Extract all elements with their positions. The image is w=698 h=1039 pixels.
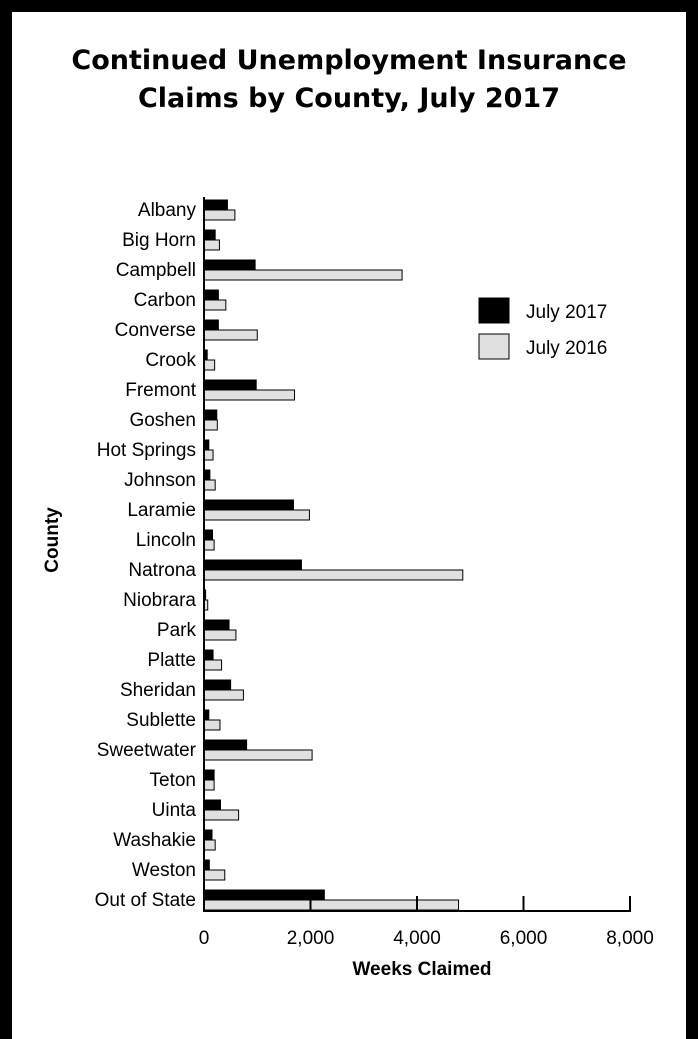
legend-label-series-2: July 2016 bbox=[526, 338, 607, 359]
bar-july-2016-weston bbox=[203, 869, 226, 881]
bar-july-2016-laramie bbox=[203, 509, 310, 521]
bar-july-2016-washakie bbox=[203, 839, 216, 851]
x-axis-ticks: 0 2,000 4,000 6,000 8,000 bbox=[199, 896, 654, 949]
bar-july-2016-converse bbox=[203, 329, 258, 341]
y-tick-label-platte: Platte bbox=[147, 650, 196, 671]
y-tick-label-lincoln: Lincoln bbox=[136, 530, 196, 551]
bar-july-2017-uinta bbox=[203, 799, 222, 811]
chart-title-line-2: Claims by County, July 2017 bbox=[137, 83, 561, 114]
bar-july-2017-big-horn bbox=[203, 229, 216, 241]
bar-july-2017-goshen bbox=[203, 409, 218, 421]
bar-july-2016-fremont bbox=[203, 389, 296, 401]
bar-july-2016-natrona bbox=[203, 569, 464, 581]
y-tick-label-crook: Crook bbox=[145, 350, 196, 371]
y-tick-label-uinta: Uinta bbox=[152, 800, 197, 821]
legend: July 2017 July 2016 bbox=[478, 297, 607, 360]
y-axis-title: County bbox=[42, 507, 63, 573]
bar-july-2016-lincoln bbox=[203, 539, 215, 551]
y-tick-label-sublette: Sublette bbox=[126, 710, 196, 731]
bar-july-2016-carbon bbox=[203, 299, 227, 311]
legend-swatch-series-2 bbox=[478, 333, 510, 360]
bar-july-2017-sheridan bbox=[203, 679, 232, 691]
bar-july-2016-uinta bbox=[203, 809, 240, 821]
bar-july-2016-goshen bbox=[203, 419, 218, 431]
bar-july-2017-fremont bbox=[203, 379, 257, 391]
x-tick-label-1: 2,000 bbox=[287, 928, 335, 949]
chart-title-line-1: Continued Unemployment Insurance bbox=[71, 45, 627, 76]
bar-july-2017-carbon bbox=[203, 289, 219, 301]
bar-july-2017-platte bbox=[203, 649, 214, 661]
bar-july-2017-teton bbox=[203, 769, 215, 781]
y-tick-label-sweetwater: Sweetwater bbox=[97, 740, 197, 761]
legend-label-series-1: July 2017 bbox=[526, 302, 607, 323]
bar-july-2016-campbell bbox=[203, 269, 403, 281]
bar-july-2017-campbell bbox=[203, 259, 256, 271]
bar-july-2017-out-of-state bbox=[203, 889, 325, 901]
bar-july-2017-natrona bbox=[203, 559, 302, 571]
bar-july-2017-park bbox=[203, 619, 230, 631]
bar-july-2016-park bbox=[203, 629, 237, 641]
bar-july-2017-lincoln bbox=[203, 529, 214, 541]
x-tick-label-3: 6,000 bbox=[500, 928, 548, 949]
bar-july-2016-albany bbox=[203, 209, 236, 221]
y-tick-label-johnson: Johnson bbox=[124, 470, 196, 491]
legend-swatch-series-1 bbox=[478, 297, 510, 324]
y-axis-tick-labels: Albany Big Horn Campbell Carbon Converse Croo… bbox=[95, 200, 197, 911]
bar-july-2016-platte bbox=[203, 659, 223, 671]
y-tick-label-campbell: Campbell bbox=[116, 260, 196, 281]
y-tick-label-goshen: Goshen bbox=[129, 410, 196, 431]
bar-july-2016-johnson bbox=[203, 479, 216, 491]
y-tick-label-converse: Converse bbox=[115, 320, 196, 341]
y-tick-label-fremont: Fremont bbox=[125, 380, 196, 401]
x-tick-label-2: 4,000 bbox=[393, 928, 441, 949]
y-tick-label-washakie: Washakie bbox=[113, 830, 196, 851]
y-tick-label-niobrara: Niobrara bbox=[123, 590, 196, 611]
bar-july-2017-sweetwater bbox=[203, 739, 248, 751]
bar-july-2016-sweetwater bbox=[203, 749, 313, 761]
plot-area bbox=[203, 199, 464, 911]
y-tick-label-sheridan: Sheridan bbox=[120, 680, 196, 701]
bar-july-2016-sublette bbox=[203, 719, 221, 731]
y-tick-label-out-of-state: Out of State bbox=[95, 890, 196, 911]
chart-title: Continued Unemployment Insurance Claims … bbox=[0, 42, 698, 118]
y-tick-label-weston: Weston bbox=[132, 860, 196, 881]
bar-july-2016-big-horn bbox=[203, 239, 220, 251]
bar-july-2016-teton bbox=[203, 779, 215, 791]
x-tick-label-4: 8,000 bbox=[606, 928, 654, 949]
y-tick-label-laramie: Laramie bbox=[127, 500, 196, 521]
y-tick-label-big-horn: Big Horn bbox=[122, 230, 196, 251]
y-tick-label-natrona: Natrona bbox=[128, 560, 196, 581]
bar-july-2017-albany bbox=[203, 199, 228, 211]
y-tick-label-albany: Albany bbox=[138, 200, 197, 221]
y-tick-label-carbon: Carbon bbox=[134, 290, 196, 311]
x-tick-label-0: 0 bbox=[199, 928, 210, 949]
bar-july-2016-sheridan bbox=[203, 689, 244, 701]
y-tick-label-park: Park bbox=[157, 620, 197, 641]
bar-july-2016-out-of-state bbox=[203, 899, 460, 911]
bar-july-2016-hot-springs bbox=[203, 449, 214, 461]
bar-july-2017-laramie bbox=[203, 499, 294, 511]
bar-july-2016-crook bbox=[203, 359, 216, 371]
x-axis-title: Weeks Claimed bbox=[352, 959, 491, 980]
y-tick-label-hot-springs: Hot Springs bbox=[97, 440, 196, 461]
bar-july-2017-washakie bbox=[203, 829, 213, 841]
y-tick-label-teton: Teton bbox=[150, 770, 196, 791]
bar-july-2017-converse bbox=[203, 319, 219, 331]
